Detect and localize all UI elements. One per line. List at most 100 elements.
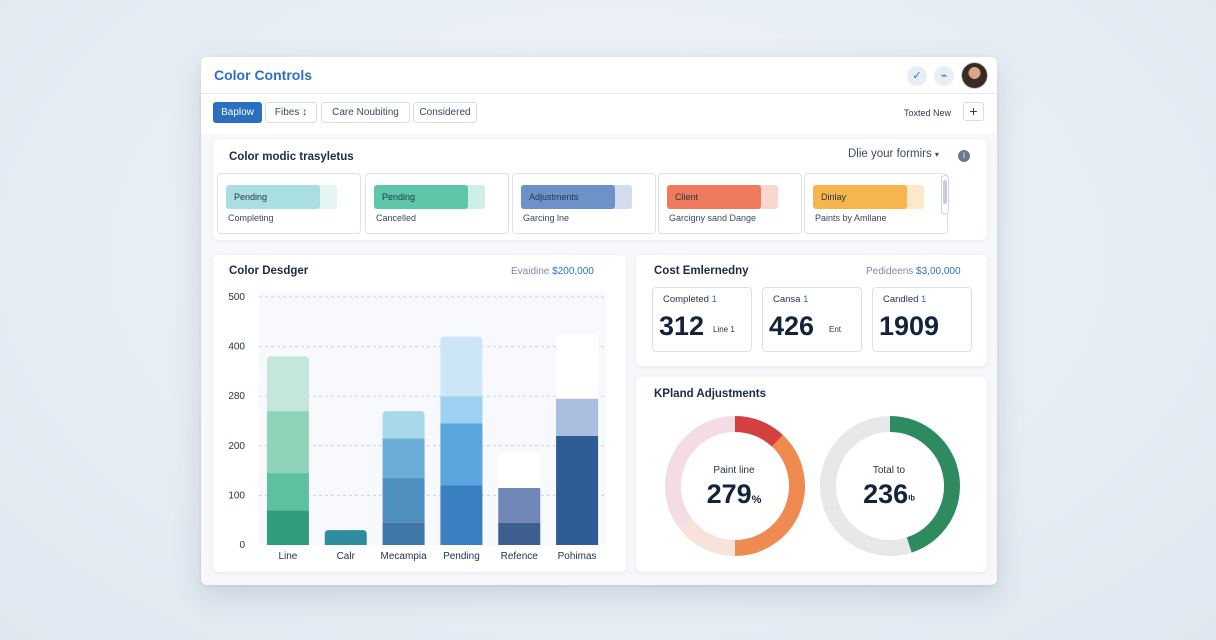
status-bar-fill — [521, 185, 616, 209]
bar-segment[interactable] — [440, 485, 483, 545]
tab-fibes[interactable]: Fibes ↕ — [265, 102, 317, 123]
status-card[interactable]: Pending Cancelled — [365, 173, 509, 234]
bar-chart: 0 100 200 280 400 500 Line Calr Mecampia Pending R… — [228, 291, 606, 562]
status-sub-label: Cancelled — [376, 213, 417, 223]
cost-panel-aux-label: Pedideens — [866, 266, 914, 277]
bar-segment[interactable] — [440, 336, 483, 397]
x-tick-label: Line — [278, 551, 297, 562]
status-label: Dinlay — [821, 192, 847, 202]
info-icon[interactable]: i — [958, 150, 970, 162]
bar-segment[interactable] — [382, 478, 425, 523]
title-bar: Color Controls ✓ ⌁ — [201, 57, 997, 94]
bar-segment[interactable] — [266, 473, 309, 511]
bar-chart-aux-value: $200,000 — [552, 266, 594, 277]
bar-segment[interactable] — [382, 522, 425, 545]
status-bar-fill — [226, 185, 321, 209]
bar-segment[interactable] — [382, 411, 425, 439]
status-sub-label: Paints by Amllane — [815, 213, 887, 223]
status-card[interactable]: Client Garcigny sand Dange — [658, 173, 802, 234]
kpi-unit: Ent — [829, 325, 842, 334]
status-label: Pending — [234, 192, 268, 202]
status-bar-fill — [813, 185, 908, 209]
bar-segment[interactable] — [266, 510, 309, 545]
status-sub-label: Completing — [228, 213, 274, 223]
kpi-unit: Line 1 — [713, 325, 735, 334]
plot-area — [259, 291, 606, 545]
bar-segment[interactable] — [498, 522, 541, 545]
x-tick-label: Calr — [337, 551, 356, 562]
donut-slice[interactable] — [889, 416, 960, 553]
kpi-badge: 1 — [921, 294, 927, 305]
donut-label-total-to: Total to — [872, 465, 906, 476]
cost-panel-aux-value: $3,00,000 — [916, 266, 961, 277]
bar-segment[interactable] — [266, 411, 309, 474]
status-label: Adjustments — [529, 192, 579, 202]
scrollbar-thumb[interactable] — [943, 180, 947, 204]
donut-value-paint-line: 279% — [674, 479, 794, 510]
add-button[interactable]: + — [963, 102, 984, 121]
bar-chart-aux-label: Evaidine — [511, 266, 550, 277]
status-card[interactable]: Pending Completing — [217, 173, 361, 234]
bar-segment[interactable] — [556, 435, 599, 545]
kpi-value: 312 — [659, 311, 705, 341]
total-new-label: Toxted New — [904, 108, 952, 118]
donut-value-number: 279 — [706, 479, 752, 509]
kpi-value: 1909 — [879, 311, 940, 341]
donut-slice[interactable] — [665, 416, 736, 528]
check-icon[interactable]: ✓ — [907, 66, 927, 86]
bar-segment[interactable] — [440, 396, 483, 424]
cost-panel-title: Cost Emlernedny — [654, 265, 749, 277]
scrollbar[interactable] — [941, 175, 949, 215]
cost-panel: Cost Emlernedny Pedideens $3,00,000 Comp… — [636, 255, 987, 366]
kpi-label: Cansa 1 — [773, 294, 808, 305]
kpi-label-text: Completed — [663, 294, 709, 305]
donut-slice[interactable] — [734, 434, 805, 556]
kpi-card-candled[interactable]: Candled 1 1909 — [872, 287, 972, 352]
kpi-card-completed[interactable]: Completed 1 312 Line 1 — [652, 287, 752, 352]
bar-segment[interactable] — [556, 334, 599, 399]
bar-segment[interactable] — [440, 423, 483, 486]
status-bar-fill — [667, 185, 762, 209]
status-sub-label: Garcing lne — [523, 213, 570, 223]
kpi-label-text: Cansa — [773, 294, 801, 305]
tab-baplow[interactable]: Baplow — [213, 102, 262, 123]
signal-icon[interactable]: ⌁ — [934, 66, 954, 86]
bar-segment[interactable] — [382, 438, 425, 479]
kpi-badge: 1 — [803, 294, 809, 305]
x-tick-label: Refence — [501, 551, 539, 562]
x-tick-label: Mecampia — [381, 551, 428, 562]
app-window: Color Controls ✓ ⌁ Baplow Fibes ↕ Care N… — [201, 57, 997, 585]
bar-chart-aux: Evaidine $200,000 — [511, 266, 594, 277]
status-card[interactable]: Dinlay Paints by Amllane — [804, 173, 948, 234]
donut-value-number: 236 — [863, 479, 909, 509]
kpi-badge: 1 — [711, 294, 717, 305]
status-card[interactable]: Adjustments Garcing lne — [512, 173, 656, 234]
bar-chart-title: Color Desdger — [229, 265, 309, 277]
x-tick-label: Pending — [443, 551, 480, 562]
y-tick-label: 500 — [228, 292, 245, 303]
kpi-donut-title: KPland Adjustments — [654, 388, 767, 400]
kpi-donut-panel: KPland Adjustments Paint line 279% Total… — [636, 377, 987, 572]
chevron-down-icon: ▾ — [934, 150, 939, 159]
cost-panel-aux: Pedideens $3,00,000 — [866, 266, 961, 277]
donut-slice[interactable] — [678, 517, 736, 556]
status-bar-fill — [374, 185, 469, 209]
bar-segment[interactable] — [324, 530, 367, 545]
donut-slice[interactable] — [820, 416, 912, 556]
bar-segment[interactable] — [266, 356, 309, 412]
filter-dropdown[interactable]: Dlie your formirs ▾ — [848, 148, 939, 160]
kpi-label: Candled 1 — [883, 294, 926, 305]
avatar[interactable] — [961, 62, 988, 89]
bar-segment[interactable] — [498, 487, 541, 523]
tab-care[interactable]: Care Noubiting — [321, 102, 410, 123]
bar-segment[interactable] — [556, 398, 599, 436]
kpi-card-cansa[interactable]: Cansa 1 426 Ent — [762, 287, 862, 352]
y-tick-label: 100 — [228, 490, 245, 501]
donut-value-total-to: 236ⁱᵇ — [829, 479, 949, 510]
tab-considered[interactable]: Considered — [413, 102, 477, 123]
y-tick-label: 400 — [228, 342, 245, 353]
bar-segment[interactable] — [498, 453, 541, 488]
status-sub-label: Garcigny sand Dange — [669, 213, 757, 223]
donut-slice[interactable] — [734, 416, 783, 447]
toolbar: Baplow Fibes ↕ Care Noubiting Considered… — [201, 94, 997, 134]
